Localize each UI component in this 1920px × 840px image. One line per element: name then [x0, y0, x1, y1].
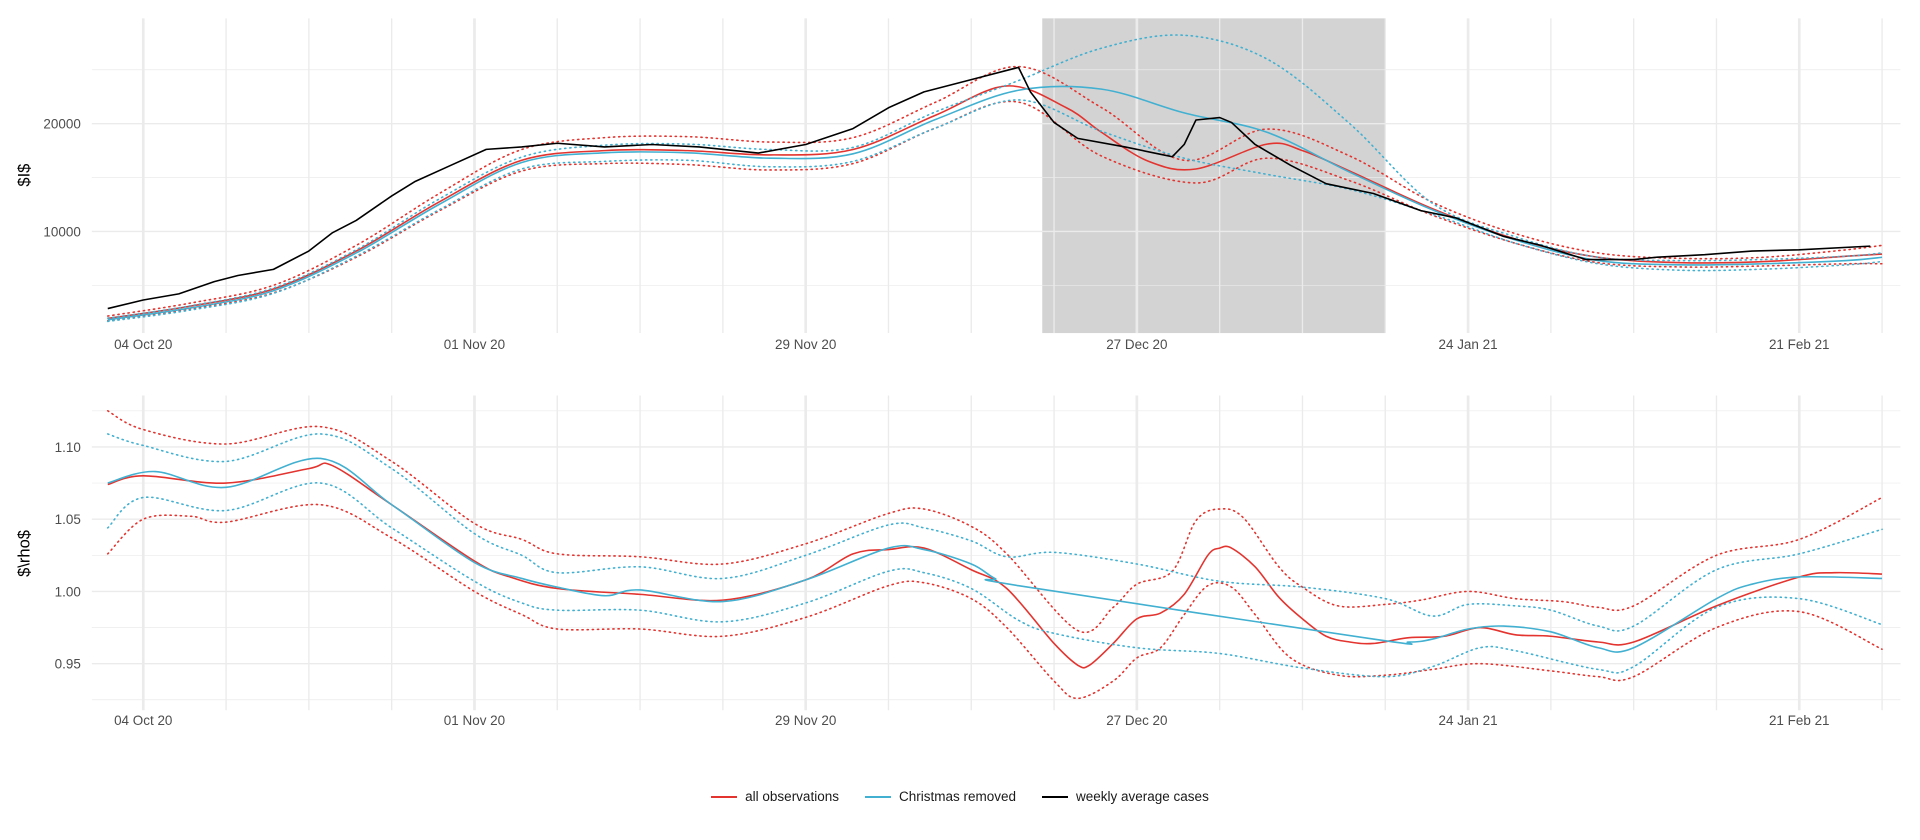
- panel-infections: 10000 20000 04 Oct 20 01 Nov 20 29 Nov 20 27 …: [43, 18, 1901, 352]
- panel-rho: 0.95 1.00 1.05 1.10 04 Oct 20 01 Nov 20 29 Nov…: [55, 395, 1901, 728]
- legend-swatch: [711, 795, 738, 798]
- y-tick-label: 1.00: [55, 584, 81, 599]
- series-line-estimate: [107, 85, 1883, 320]
- x-tick-label: 29 Nov 20: [775, 337, 836, 352]
- series-line-all-observations-lower: [106, 503, 1883, 700]
- series-line-observed: [107, 66, 1871, 310]
- series-line-christmas-removed-upper: [106, 433, 1883, 632]
- series-line-christmas-removed-lower: [106, 99, 1883, 323]
- x-tick-label: 29 Nov 20: [775, 713, 836, 728]
- y-axis-title-top: $I$: [14, 164, 33, 187]
- y-tick-label: 0.95: [55, 657, 81, 672]
- x-tick-label: 21 Feb 21: [1769, 337, 1830, 352]
- x-tick-label: 27 Dec 20: [1106, 337, 1167, 352]
- x-tick-label: 04 Oct 20: [114, 337, 172, 352]
- y-tick-label: 1.10: [55, 440, 81, 455]
- series-line-christmas-removed-lower: [106, 482, 1883, 678]
- y-tick-label: 1.05: [55, 512, 81, 527]
- x-tick-label: 01 Nov 20: [444, 337, 505, 352]
- y-tick-label: 10000: [43, 224, 80, 239]
- legend-swatch: [864, 795, 891, 798]
- y-tick-label: 20000: [43, 117, 80, 132]
- legend-label: weekly average cases: [1076, 789, 1209, 804]
- series-line-christmas-removed-upper: [106, 34, 1883, 319]
- x-tick-label: 01 Nov 20: [444, 713, 505, 728]
- legend-label: Christmas removed: [898, 789, 1016, 804]
- legend-swatch: [1042, 795, 1068, 798]
- series-line-all-observations-lower: [106, 100, 1883, 322]
- x-tick-label: 27 Dec 20: [1106, 713, 1167, 728]
- x-tick-label: 21 Feb 21: [1769, 713, 1830, 728]
- legend-label: all observations: [745, 789, 839, 804]
- series-line-estimate: [107, 462, 1883, 669]
- x-tick-label: 24 Jan 21: [1439, 337, 1498, 352]
- legend-item-christmas-removed: Christmas removed: [864, 789, 1016, 804]
- y-axis-title-bottom: $\rho$: [14, 530, 33, 577]
- x-tick-label: 24 Jan 21: [1439, 713, 1498, 728]
- series-line-estimate: [107, 457, 1883, 653]
- christmas-shaded-region: [1042, 18, 1386, 334]
- series-line-all-observations-upper: [106, 410, 1883, 634]
- legend: all observations Christmas removed weekl…: [0, 789, 1920, 804]
- x-tick-label: 04 Oct 20: [114, 713, 172, 728]
- series-line-estimate: [107, 85, 1883, 321]
- legend-item-all-observations: all observations: [711, 789, 839, 804]
- legend-item-weekly-average-cases: weekly average cases: [1042, 789, 1209, 804]
